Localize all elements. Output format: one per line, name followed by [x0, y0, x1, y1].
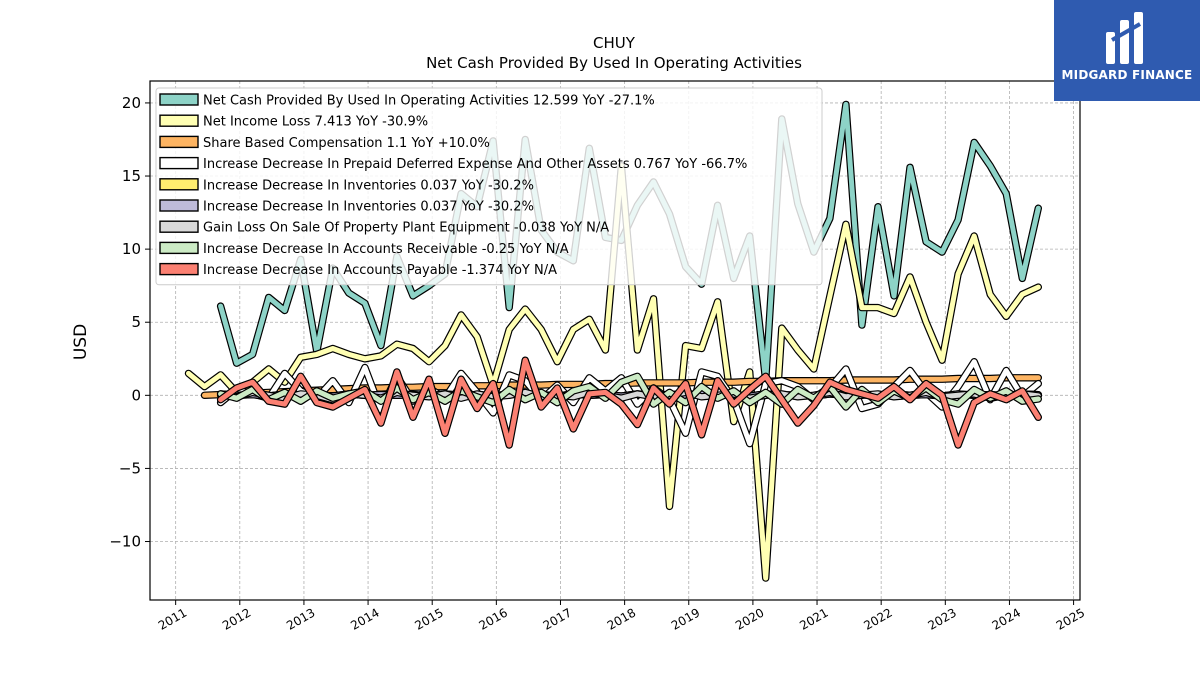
x-tick-label: 2022 [861, 605, 894, 632]
series-stroke [218, 357, 1041, 448]
legend-swatch [159, 199, 199, 212]
legend-swatch [159, 156, 199, 170]
legend-entry: Increase Decrease In Accounts Payable -1… [203, 263, 557, 278]
legend-entry: Increase Decrease In Accounts Receivable… [203, 242, 569, 257]
legend-swatch [159, 241, 199, 255]
brand-name: MIDGARD FINANCE [1061, 68, 1193, 82]
x-tick-label: 2013 [284, 605, 317, 632]
x-tick-label: 2015 [412, 605, 445, 632]
legend-swatch [159, 262, 199, 276]
y-tick-label: 15 [122, 167, 141, 185]
legend-entry: Increase Decrease In Inventories 0.037 Y… [203, 178, 534, 193]
x-tick-label: 2024 [990, 605, 1023, 632]
legend-swatch [159, 114, 199, 127]
y-tick-label: 10 [122, 240, 141, 258]
series-stroke [218, 359, 1041, 447]
y-tick-label: 5 [131, 313, 141, 331]
x-tick-label: 2023 [925, 605, 958, 632]
y-axis-label: USD [71, 324, 91, 360]
legend-swatch [159, 220, 199, 233]
x-tick-label: 2021 [797, 605, 830, 632]
x-tick-label: 2025 [1054, 605, 1087, 632]
y-tick-label: −5 [119, 459, 141, 477]
legend-entry: Net Income Loss 7.413 YoY -30.9% [203, 115, 428, 130]
x-tick-label: 2011 [156, 605, 189, 632]
y-tick-label: 0 [131, 386, 141, 404]
series-line-3 [216, 358, 1042, 448]
x-tick-label: 2012 [220, 605, 253, 632]
legend-entry: Gain Loss On Sale Of Property Plant Equi… [203, 221, 609, 236]
legend-entry: Increase Decrease In Inventories 0.037 Y… [203, 200, 534, 215]
y-tick-label: −10 [109, 533, 141, 551]
legend-swatch [159, 135, 199, 149]
brand-mark-icon [1106, 12, 1143, 64]
legend-entry: Net Cash Provided By Used In Operating A… [203, 94, 655, 109]
brand-logo: MIDGARD FINANCE [1054, 0, 1200, 101]
legend-swatch [159, 93, 199, 106]
x-tick-label: 2017 [541, 605, 574, 632]
x-tick-label: 2016 [477, 605, 510, 632]
legend-entry: Increase Decrease In Prepaid Deferred Ex… [203, 157, 747, 172]
legend-box [155, 87, 823, 286]
y-tick-label: 20 [122, 94, 141, 112]
legend-entry: Share Based Compensation 1.1 YoY +10.0% [203, 136, 490, 151]
x-tick-label: 2020 [733, 605, 766, 632]
chart-title: CHUY [593, 34, 636, 52]
x-tick-label: 2018 [605, 605, 638, 632]
x-tick-label: 2014 [348, 605, 381, 632]
legend: Net Cash Provided By Used In Operating A… [155, 87, 823, 286]
plot-frame [149, 80, 1081, 601]
chart-subtitle: Net Cash Provided By Used In Operating A… [426, 54, 802, 72]
legend-swatch [159, 178, 199, 191]
x-tick-label: 2019 [669, 605, 702, 632]
series-line-8 [216, 356, 1042, 449]
